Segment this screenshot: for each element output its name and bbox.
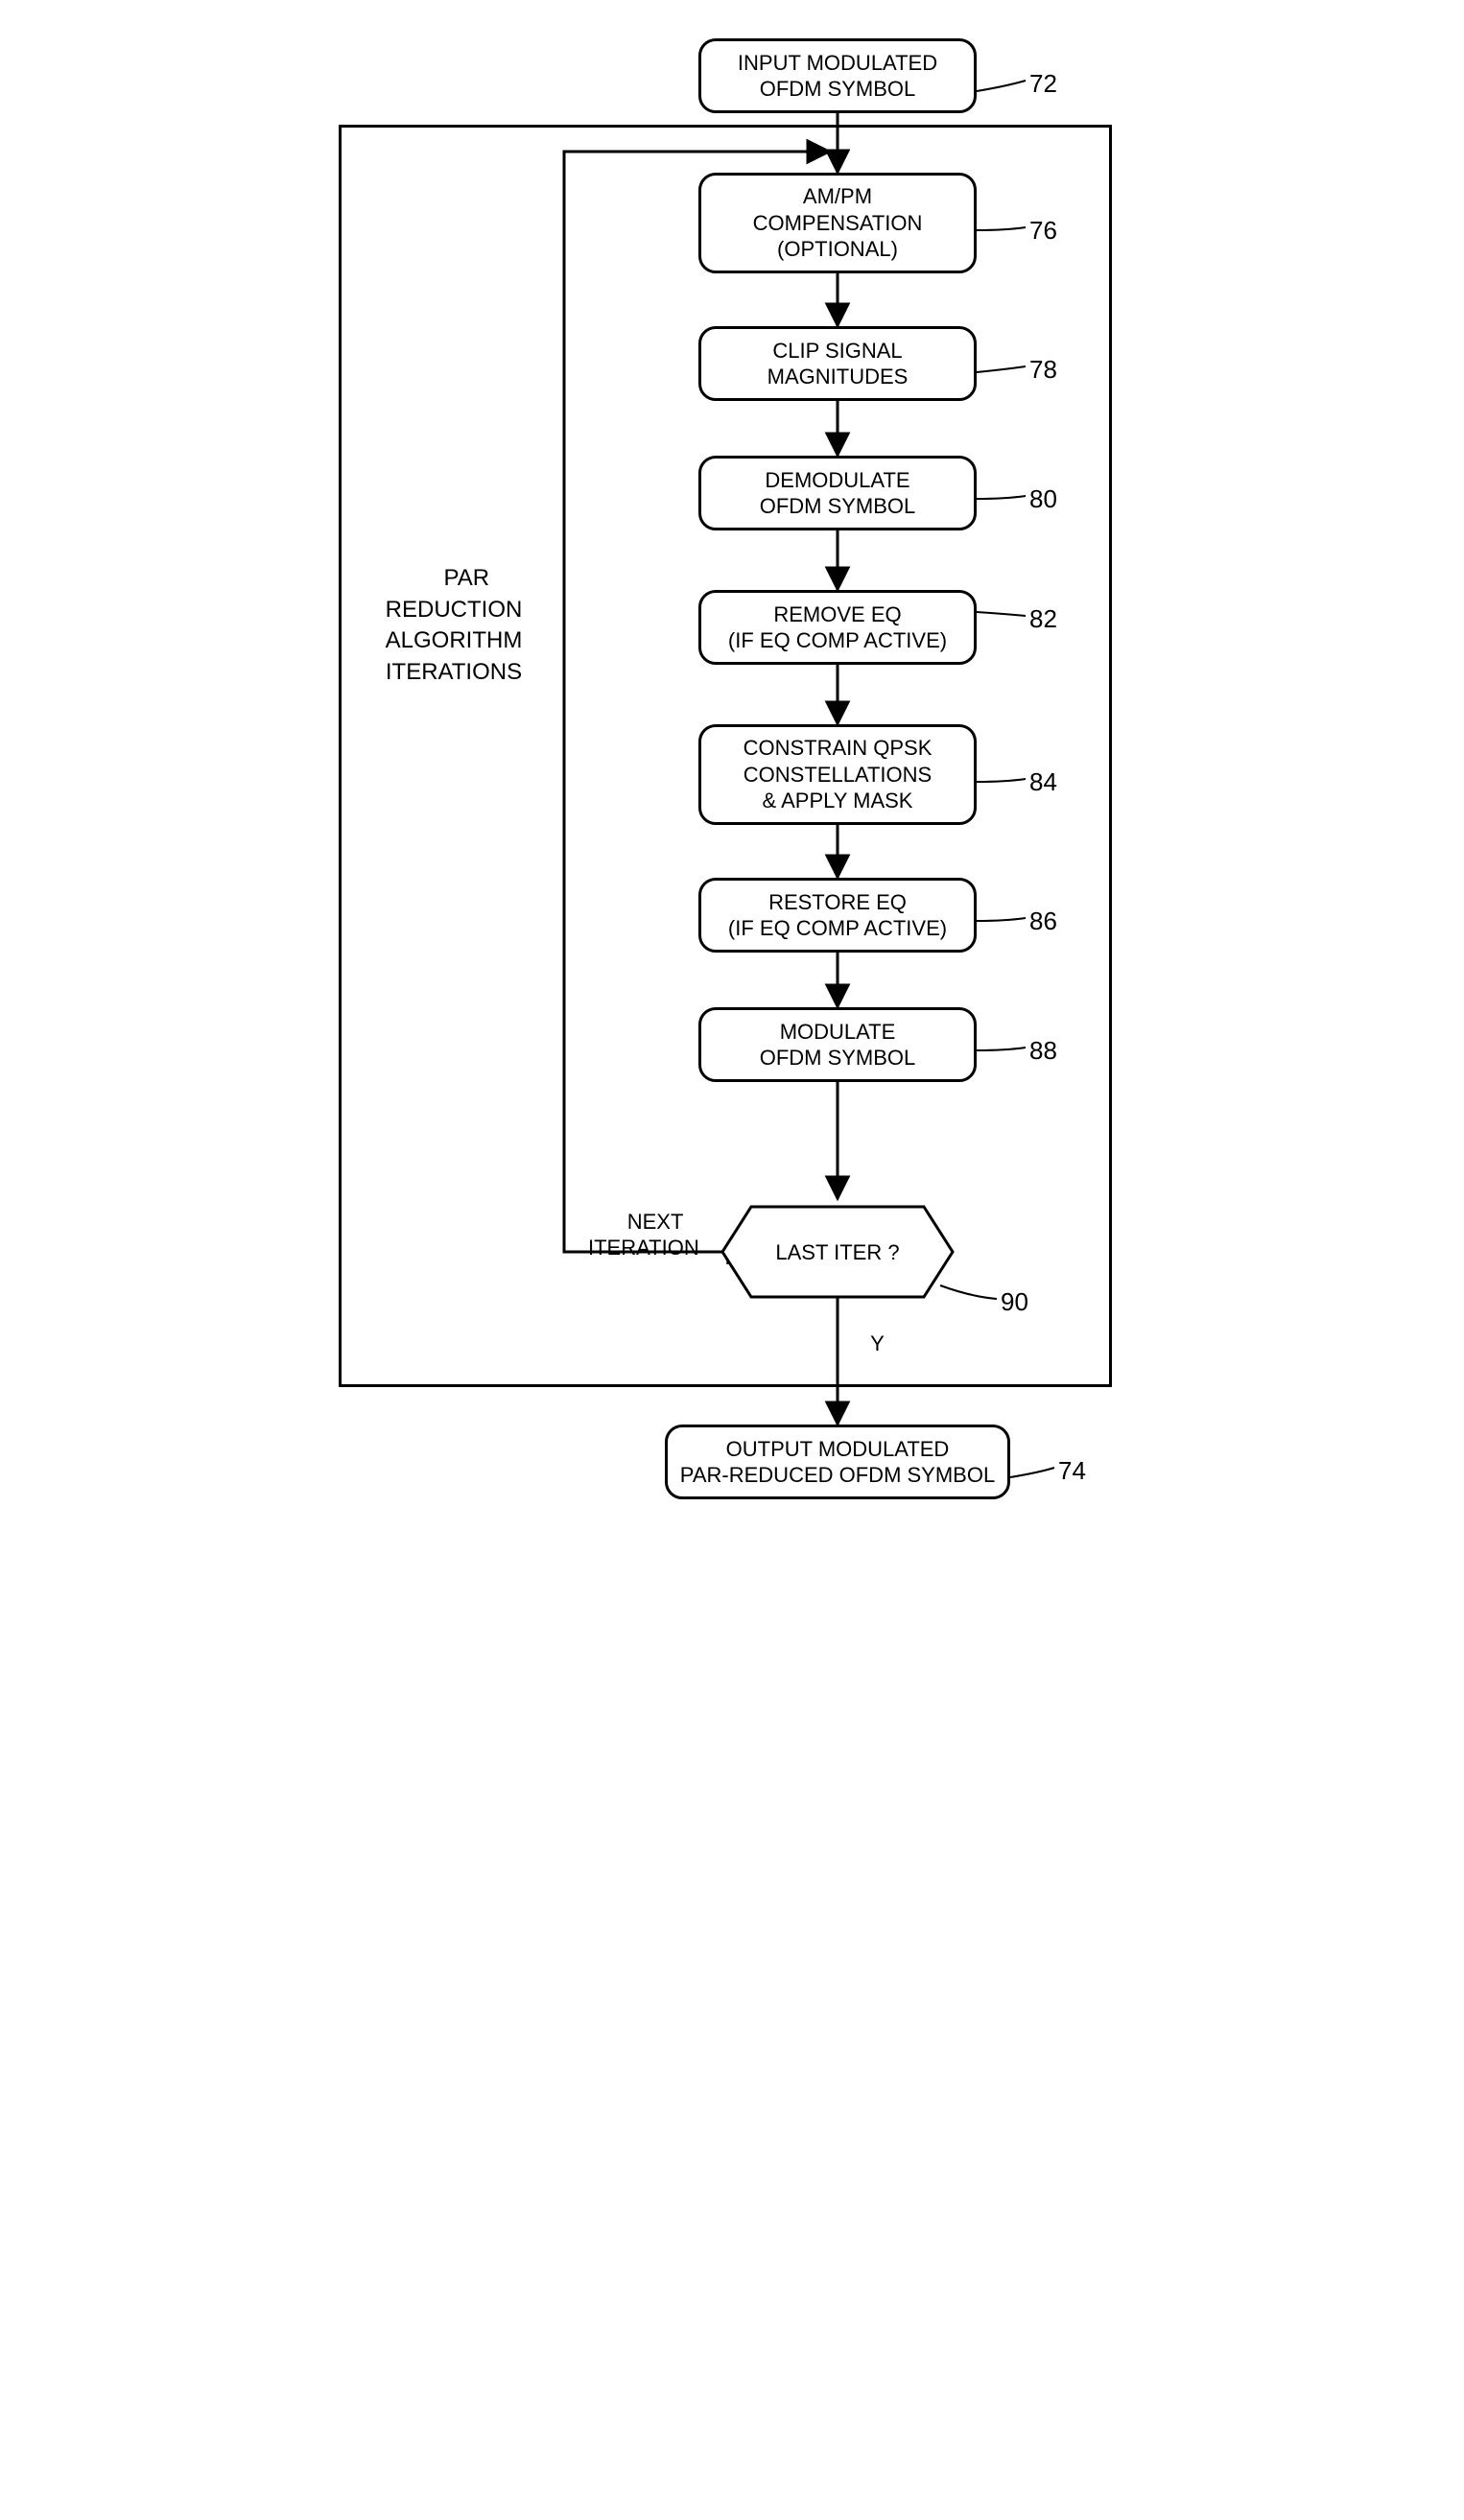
ref-86: 86	[1029, 907, 1057, 936]
ref-78: 78	[1029, 355, 1057, 385]
ref-90: 90	[1001, 1287, 1028, 1317]
node-mod: MODULATEOFDM SYMBOL	[698, 1007, 977, 1082]
node-resteq-text: RESTORE EQ(IF EQ COMP ACTIVE)	[728, 889, 947, 942]
node-resteq: RESTORE EQ(IF EQ COMP ACTIVE)	[698, 878, 977, 953]
ref-84: 84	[1029, 767, 1057, 797]
next-iter-text: NEXTITERATION	[588, 1210, 699, 1259]
ref-74: 74	[1058, 1456, 1086, 1486]
leader-72	[977, 81, 1026, 91]
dec-yes-text: Y	[870, 1331, 885, 1355]
node-demod: DEMODULATEOFDM SYMBOL	[698, 456, 977, 530]
node-output-text: OUTPUT MODULATEDPAR-REDUCED OFDM SYMBOL	[680, 1436, 995, 1489]
node-clip: CLIP SIGNALMAGNITUDES	[698, 326, 977, 401]
ref-80: 80	[1029, 484, 1057, 514]
ref-88: 88	[1029, 1036, 1057, 1066]
loop-label: PARREDUCTIONALGORITHMITERATIONS	[367, 532, 540, 718]
node-input: INPUT MODULATEDOFDM SYMBOL	[698, 38, 977, 113]
node-ampm-text: AM/PMCOMPENSATION(OPTIONAL)	[753, 183, 923, 263]
decision-no-label: N	[701, 1220, 740, 1295]
next-iteration-label: NEXTITERATION	[588, 1185, 699, 1286]
node-output: OUTPUT MODULATEDPAR-REDUCED OFDM SYMBOL	[665, 1425, 1010, 1499]
ref-76: 76	[1029, 216, 1057, 246]
ref-72: 72	[1029, 69, 1057, 99]
node-constr: CONSTRAIN QPSKCONSTELLATIONS& APPLY MASK	[698, 724, 977, 825]
node-input-text: INPUT MODULATEDOFDM SYMBOL	[738, 50, 937, 103]
node-ampm: AM/PMCOMPENSATION(OPTIONAL)	[698, 173, 977, 273]
dec-no-text: N	[724, 1245, 740, 1269]
node-rmeq-text: REMOVE EQ(IF EQ COMP ACTIVE)	[728, 601, 947, 654]
ref-82: 82	[1029, 604, 1057, 634]
node-constr-text: CONSTRAIN QPSKCONSTELLATIONS& APPLY MASK	[744, 735, 933, 814]
decision-yes-label: Y	[847, 1307, 885, 1381]
flowchart-canvas: INPUT MODULATEDOFDM SYMBOL AM/PMCOMPENSA…	[300, 38, 1164, 1535]
node-rmeq: REMOVE EQ(IF EQ COMP ACTIVE)	[698, 590, 977, 665]
node-mod-text: MODULATEOFDM SYMBOL	[760, 1019, 916, 1072]
leader-74	[1010, 1468, 1054, 1477]
node-demod-text: DEMODULATEOFDM SYMBOL	[760, 467, 916, 520]
node-clip-text: CLIP SIGNALMAGNITUDES	[767, 338, 909, 390]
loop-label-text: PARREDUCTIONALGORITHMITERATIONS	[386, 565, 523, 684]
